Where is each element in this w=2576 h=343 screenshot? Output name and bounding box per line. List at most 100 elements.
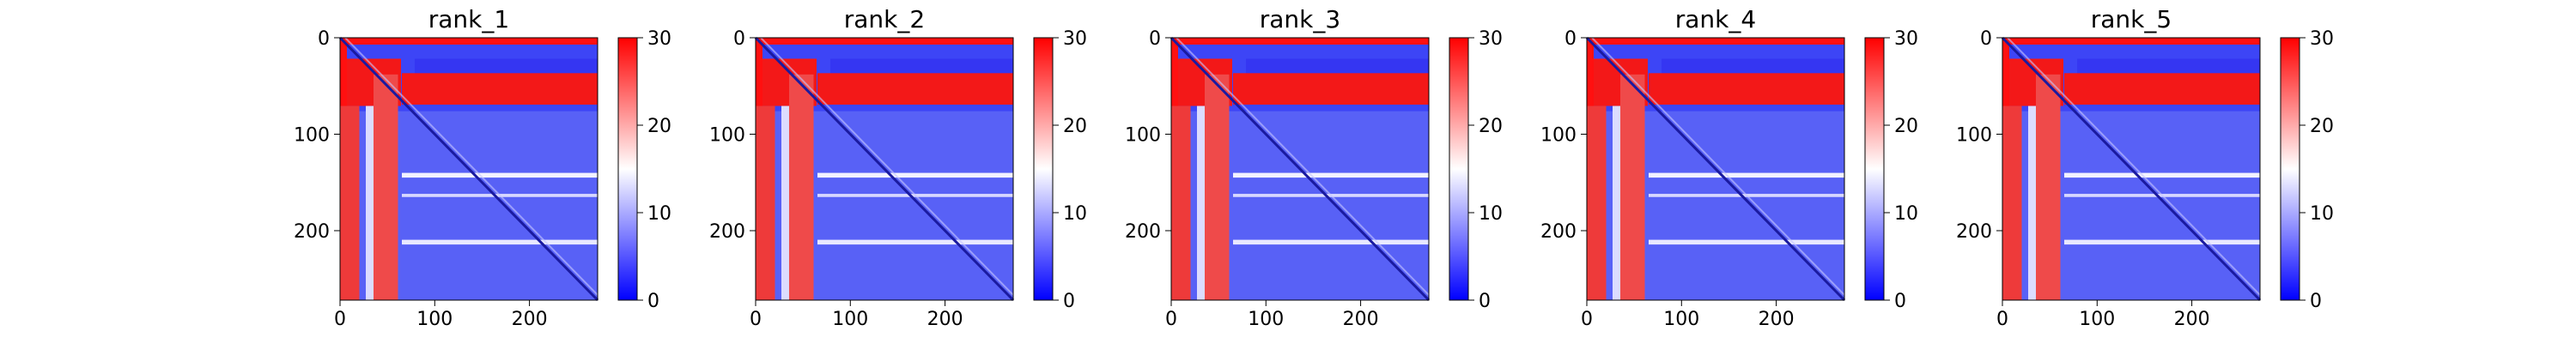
- colorbar: 0 10 20 30: [2280, 28, 2334, 312]
- colorbar-tick-label: 20: [1479, 116, 1503, 137]
- heatmap-red-block-right: [1649, 73, 1844, 105]
- heatmap-white-column: [1613, 105, 1620, 300]
- heatmap-red-column-mid: [2036, 74, 2061, 300]
- heatmap-white-column: [1197, 105, 1205, 300]
- y-tick-label: 200: [1956, 221, 1992, 243]
- y-tick-label: 0: [1149, 28, 1161, 50]
- colorbar: 0 10 20 30: [617, 28, 671, 312]
- y-tick-label: 100: [709, 125, 745, 147]
- axes-frame: [1170, 37, 1430, 301]
- y-tick-label: 100: [294, 125, 330, 147]
- heatmap-diagonal-light: [1591, 37, 1845, 296]
- colorbar-tick-label: 30: [647, 28, 671, 50]
- heatmap-white-row-2: [402, 239, 598, 245]
- x-tick-label: 100: [1248, 309, 1284, 330]
- colorbar-tick-label: 10: [2310, 203, 2334, 225]
- heatmap-diagonal: [1170, 36, 1431, 302]
- x-tick-label: 0: [334, 309, 346, 330]
- heatmap-white-row-1: [402, 172, 598, 178]
- heatmap-white-row-2: [1233, 239, 1429, 245]
- colorbar-tick-label: 20: [647, 116, 671, 137]
- x-tick-label: 200: [1343, 309, 1379, 330]
- chart-panel-4: rank_4 0 100 200 0 100 200 0 10 20 30: [1540, 5, 1918, 330]
- heatmap-red-block-right: [817, 73, 1013, 105]
- colorbar: 0 10 20 30: [1449, 28, 1503, 312]
- heatmap-white-row-2: [817, 239, 1013, 245]
- x-tick-label: 200: [2174, 309, 2210, 330]
- colorbar-gradient: [2280, 37, 2300, 301]
- colorbar-tick-label: 10: [1479, 203, 1503, 225]
- heatmap-diagonal: [1585, 36, 1846, 302]
- x-tick-label: 0: [1581, 309, 1593, 330]
- x-tick-label: 0: [1165, 309, 1177, 330]
- heatmap: [338, 36, 599, 302]
- heatmap-diagonal: [338, 36, 599, 302]
- colorbar-tick-label: 0: [2310, 291, 2322, 312]
- heatmap-top-strip: [756, 38, 1013, 45]
- colorbar-tick-label: 10: [647, 203, 671, 225]
- chart-title: rank_4: [1675, 5, 1756, 33]
- heatmap-white-row-2: [1649, 239, 1844, 245]
- heatmap-red-column-left: [1171, 105, 1191, 300]
- y-tick-label: 100: [1540, 125, 1577, 147]
- colorbar-tick-label: 30: [1063, 28, 1087, 50]
- x-tick-label: 0: [1996, 309, 2008, 330]
- heatmap-red-column-left: [2002, 105, 2022, 300]
- heatmap-white-row-1: [1233, 172, 1429, 178]
- x-tick-label: 100: [832, 309, 868, 330]
- colorbar-tick-label: 30: [2310, 28, 2334, 50]
- heatmap-diagonal-light: [1176, 37, 1430, 296]
- heatmap-diagonal-light: [760, 37, 1014, 296]
- colorbar: 0 10 20 30: [1033, 28, 1087, 312]
- y-tick-label: 100: [1956, 125, 1992, 147]
- y-tick-label: 200: [709, 221, 745, 243]
- axes-frame: [2002, 37, 2261, 301]
- chart-panel-5: rank_5 0 100 200 0 100 200 0 10 20 30: [1956, 5, 2334, 330]
- y-tick-label: 200: [1540, 221, 1577, 243]
- colorbar-tick-label: 20: [1894, 116, 1918, 137]
- y-tick-label: 0: [1564, 28, 1577, 50]
- colorbar-gradient: [1033, 37, 1054, 301]
- colorbar-gradient: [1864, 37, 1885, 301]
- heatmap-white-row-2: [2064, 239, 2260, 245]
- heatmap-white-column: [2028, 105, 2036, 300]
- colorbar-tick-label: 20: [2310, 116, 2334, 137]
- heatmap: [1170, 36, 1431, 302]
- colorbar-tick-label: 0: [1479, 291, 1491, 312]
- colorbar-tick-label: 0: [1063, 291, 1075, 312]
- x-tick-label: 200: [927, 309, 963, 330]
- heatmap-top-strip: [2002, 38, 2260, 45]
- heatmap-diagonal-light: [2007, 37, 2261, 296]
- y-tick-label: 0: [318, 28, 330, 50]
- heatmap-top-strip: [1587, 38, 1844, 45]
- heatmap-white-column: [781, 105, 789, 300]
- y-tick-label: 0: [1980, 28, 1992, 50]
- colorbar-tick-label: 0: [647, 291, 659, 312]
- colorbar-tick-label: 30: [1894, 28, 1918, 50]
- heatmap-white-column: [366, 105, 374, 300]
- axes-frame: [339, 37, 598, 301]
- x-tick-label: 200: [1759, 309, 1795, 330]
- colorbar-tick-label: 20: [1063, 116, 1087, 137]
- chart-title: rank_5: [2091, 5, 2172, 33]
- colorbar-tick-label: 10: [1063, 203, 1087, 225]
- colorbar-tick-label: 0: [1894, 291, 1906, 312]
- colorbar-gradient: [1449, 37, 1469, 301]
- y-tick-label: 200: [1125, 221, 1161, 243]
- chart-panel-3: rank_3 0 100 200 0 100 200 0 10 20 30: [1125, 5, 1503, 330]
- x-tick-label: 0: [750, 309, 762, 330]
- heatmap-red-block-right: [402, 73, 598, 105]
- heatmap-red-column-mid: [1620, 74, 1645, 300]
- axes-frame: [1586, 37, 1845, 301]
- heatmap-red-column-left: [756, 105, 775, 300]
- heatmap-red-column-left: [340, 105, 360, 300]
- chart-title: rank_1: [428, 5, 509, 33]
- x-tick-label: 100: [1663, 309, 1699, 330]
- heatmap-diagonal: [754, 36, 1015, 302]
- heatmap-white-row-1: [2064, 172, 2260, 178]
- heatmap-diagonal: [2001, 36, 2262, 302]
- axes-frame: [755, 37, 1014, 301]
- colorbar-tick-label: 10: [1894, 203, 1918, 225]
- heatmap-top-strip: [1171, 38, 1429, 45]
